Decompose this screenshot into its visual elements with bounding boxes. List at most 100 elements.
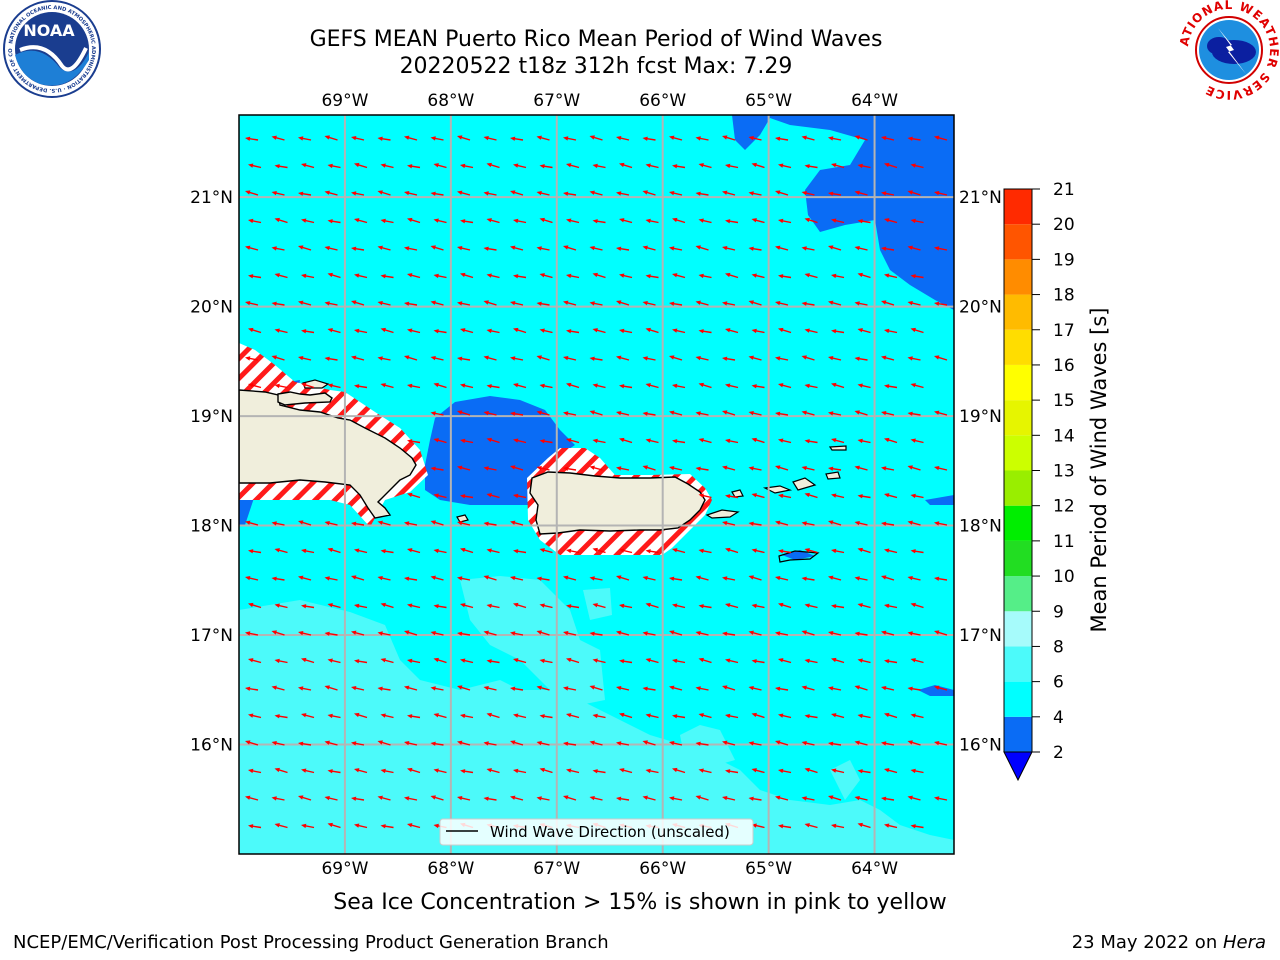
wind-arrow bbox=[725, 328, 739, 334]
period-2-4-region-stcroix bbox=[782, 550, 815, 560]
wind-arrow bbox=[619, 384, 633, 389]
wind-arrow bbox=[828, 466, 842, 471]
wind-arrow bbox=[751, 548, 765, 554]
wind-arrow bbox=[725, 272, 739, 279]
wind-arrow bbox=[404, 355, 418, 361]
map-title: GEFS MEAN Puerto Rico Mean Period of Win… bbox=[309, 27, 883, 52]
wind-arrow bbox=[804, 328, 818, 334]
wind-arrow bbox=[274, 823, 288, 829]
wind-arrow bbox=[881, 191, 895, 196]
colorbar-label: Mean Period of Wind Waves [s] bbox=[1087, 308, 1111, 633]
wind-arrow bbox=[460, 494, 474, 499]
wind-arrow bbox=[934, 410, 948, 416]
wind-arrow bbox=[907, 245, 921, 251]
wind-arrow bbox=[722, 520, 736, 526]
wind-arrow bbox=[907, 190, 921, 196]
wind-arrow bbox=[324, 245, 338, 251]
wind-arrow bbox=[695, 355, 709, 361]
wind-arrow bbox=[430, 741, 444, 746]
wind-arrow bbox=[377, 245, 391, 251]
wind-arrow bbox=[404, 190, 418, 196]
wind-arrow bbox=[486, 712, 500, 719]
period-2-4-region-northeast bbox=[732, 115, 954, 310]
wind-arrow bbox=[669, 355, 683, 361]
wind-arrow bbox=[857, 547, 871, 554]
wind-arrow bbox=[934, 796, 948, 801]
wind-arrow bbox=[248, 218, 262, 224]
wind-arrow bbox=[907, 795, 921, 801]
wind-arrow bbox=[698, 713, 712, 719]
wind-arrow bbox=[351, 685, 365, 691]
wind-arrow bbox=[672, 548, 686, 554]
lon-tick-top: 68°W bbox=[427, 91, 474, 111]
colorbar-segment bbox=[1004, 716, 1032, 752]
wind-arrow bbox=[748, 355, 762, 361]
wind-arrow bbox=[669, 576, 683, 581]
wind-arrow bbox=[301, 604, 315, 609]
wind-arrow bbox=[563, 630, 577, 636]
wind-arrow bbox=[642, 686, 656, 691]
colorbar-segment bbox=[1004, 681, 1032, 717]
wind-arrow bbox=[510, 356, 524, 361]
wind-arrow bbox=[430, 191, 444, 196]
wind-arrow bbox=[327, 163, 341, 169]
wind-arrow bbox=[672, 217, 686, 224]
wind-arrow bbox=[619, 659, 633, 664]
wind-arrow bbox=[563, 741, 577, 746]
wind-arrow bbox=[566, 657, 580, 664]
wind-arrow bbox=[351, 300, 365, 306]
wind-arrow bbox=[619, 768, 633, 774]
wind-arrow bbox=[457, 245, 471, 251]
lat-tick-left: 17°N bbox=[190, 626, 233, 646]
wind-arrow bbox=[380, 658, 394, 664]
wind-arrow bbox=[245, 356, 259, 361]
wind-arrow bbox=[910, 658, 924, 664]
wind-arrow bbox=[271, 301, 285, 306]
wind-arrow bbox=[271, 796, 285, 801]
wind-arrow bbox=[619, 712, 633, 719]
wind-arrow bbox=[301, 273, 315, 279]
wind-arrow bbox=[907, 631, 921, 636]
wind-arrow bbox=[725, 603, 739, 609]
wind-arrow bbox=[881, 466, 895, 471]
wind-arrow bbox=[457, 631, 471, 636]
wind-arrow bbox=[377, 575, 391, 581]
wind-arrow bbox=[592, 769, 606, 774]
wind-arrow bbox=[642, 245, 656, 251]
wind-arrow bbox=[430, 466, 444, 471]
wind-arrow bbox=[248, 327, 262, 334]
wind-arrow bbox=[775, 631, 789, 636]
wind-arrow bbox=[433, 657, 447, 664]
wind-arrow bbox=[645, 713, 659, 719]
wind-arrow bbox=[380, 163, 394, 169]
wind-arrow bbox=[433, 493, 447, 499]
wind-arrow bbox=[775, 740, 789, 746]
wind-arrow bbox=[616, 685, 630, 691]
wind-arrow bbox=[271, 521, 285, 526]
wind-arrow bbox=[430, 575, 444, 581]
colorbar-segment bbox=[1004, 329, 1032, 365]
wind-arrow bbox=[404, 246, 418, 251]
wind-arrow bbox=[460, 769, 474, 774]
wind-arrow bbox=[248, 824, 262, 829]
wind-arrow bbox=[672, 273, 686, 279]
wind-arrow bbox=[592, 438, 606, 444]
wind-arrow bbox=[589, 685, 603, 691]
wind-arrow bbox=[566, 548, 580, 554]
wind-arrow bbox=[483, 575, 497, 581]
wind-arrow bbox=[695, 686, 709, 691]
wind-arrow bbox=[698, 548, 712, 554]
wind-arrow bbox=[857, 713, 871, 719]
wind-arrow bbox=[536, 576, 550, 581]
wind-arrow bbox=[722, 576, 736, 581]
wind-arrow bbox=[351, 135, 365, 141]
wind-arrow bbox=[642, 190, 656, 196]
wind-arrow bbox=[298, 355, 312, 361]
wind-arrow bbox=[510, 190, 524, 196]
wind-arrow bbox=[857, 328, 871, 334]
wind-arrow bbox=[248, 658, 262, 664]
lon-tick-bottom: 66°W bbox=[639, 859, 686, 879]
wind-arrow bbox=[298, 741, 312, 746]
wind-arrow bbox=[460, 328, 474, 334]
colorbar-tick-label: 12 bbox=[1053, 497, 1075, 517]
